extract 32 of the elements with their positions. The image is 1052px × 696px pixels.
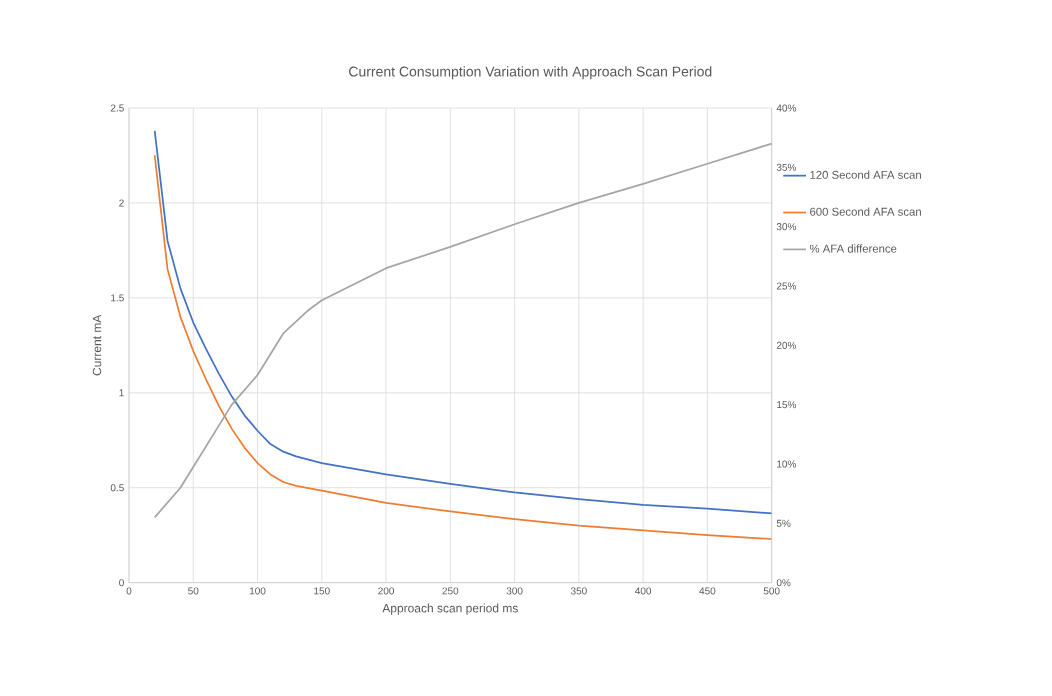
y2-tick-label: 20% bbox=[776, 341, 797, 349]
y2-tick-label: 40% bbox=[776, 104, 797, 112]
y-tick-label: 2 bbox=[119, 199, 124, 207]
y2-tick-label: 35% bbox=[776, 163, 797, 171]
chart-title: Current Consumption Variation with Approach Scan Period bbox=[349, 66, 712, 80]
x-tick-label: 250 bbox=[442, 587, 459, 595]
y2-tick-label: 30% bbox=[776, 223, 797, 231]
x-tick-label: 350 bbox=[570, 587, 587, 595]
x-tick-label: 200 bbox=[378, 587, 395, 595]
x-tick-label: 150 bbox=[314, 587, 330, 595]
x-tick-label: 0 bbox=[126, 587, 132, 595]
y-tick-label: 0.5 bbox=[110, 484, 124, 492]
y2-tick-label: 0% bbox=[776, 579, 791, 587]
x-tick-label: 450 bbox=[699, 587, 716, 595]
legend-label: 600 Second AFA scan bbox=[810, 207, 921, 216]
y2-tick-label: 15% bbox=[777, 401, 797, 409]
y-tick-label: 0 bbox=[119, 579, 124, 587]
legend-label: % AFA difference bbox=[809, 244, 897, 253]
x-tick-label: 100 bbox=[249, 587, 266, 595]
x-tick-label: 500 bbox=[763, 587, 780, 595]
y-tick-label: 1 bbox=[119, 389, 124, 397]
x-axis-title: Approach scan period ms bbox=[382, 603, 518, 615]
x-tick-label: 400 bbox=[635, 587, 652, 595]
y2-tick-label: 10% bbox=[777, 460, 797, 468]
y-tick-label: 2.5 bbox=[110, 104, 124, 112]
legend-label: 120 Second AFA scan bbox=[810, 170, 921, 179]
y-axis-title: Current mA bbox=[92, 314, 102, 376]
x-tick-label: 50 bbox=[188, 587, 199, 595]
y-tick-label: 1.5 bbox=[111, 294, 124, 302]
y2-tick-label: 5% bbox=[776, 519, 791, 527]
y2-tick-label: 25% bbox=[776, 282, 797, 290]
x-tick-label: 300 bbox=[506, 587, 523, 595]
